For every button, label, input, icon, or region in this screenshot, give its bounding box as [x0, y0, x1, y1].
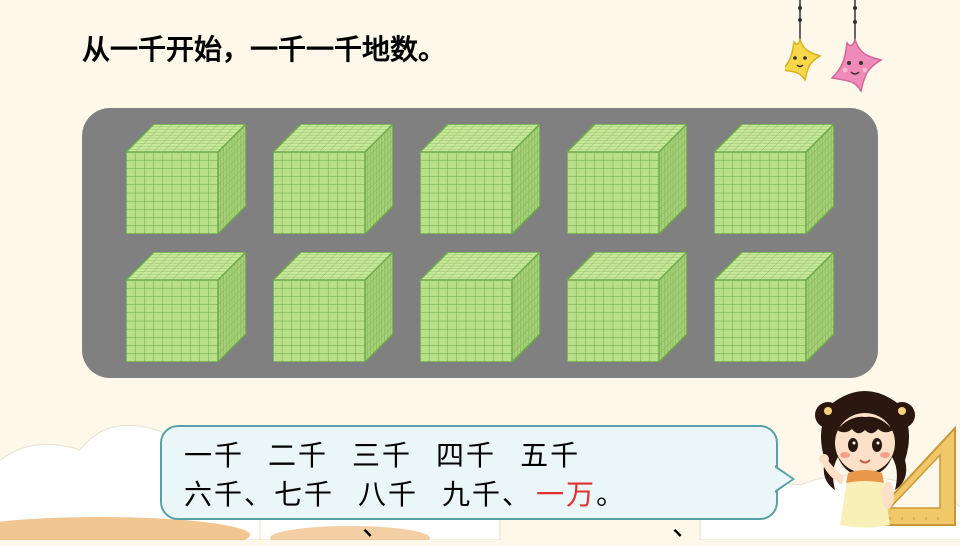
thousand-cube	[126, 124, 246, 234]
cubes-panel	[82, 108, 878, 378]
thousand-cube	[420, 124, 540, 234]
cube-row-1	[112, 124, 848, 234]
extra-commas: 、 、	[362, 507, 780, 546]
girl-character	[800, 385, 930, 530]
thousand-cube	[714, 252, 834, 362]
cube-row-2	[112, 252, 848, 362]
thousand-cube	[420, 252, 540, 362]
thousand-cube	[714, 124, 834, 234]
speech-bubble: 一千二千三千四千五千 六千、七千八千九千、一万。 、 、	[160, 425, 778, 520]
page-title: 从一千开始，一千一千地数。	[82, 28, 446, 68]
thousand-cube	[273, 124, 393, 234]
thousand-cube	[273, 252, 393, 362]
thousand-cube	[567, 252, 687, 362]
speech-line-1: 一千二千三千四千五千	[184, 437, 754, 476]
thousand-cube	[567, 124, 687, 234]
thousand-cube	[126, 252, 246, 362]
hanging-stars-decoration	[785, 0, 905, 110]
